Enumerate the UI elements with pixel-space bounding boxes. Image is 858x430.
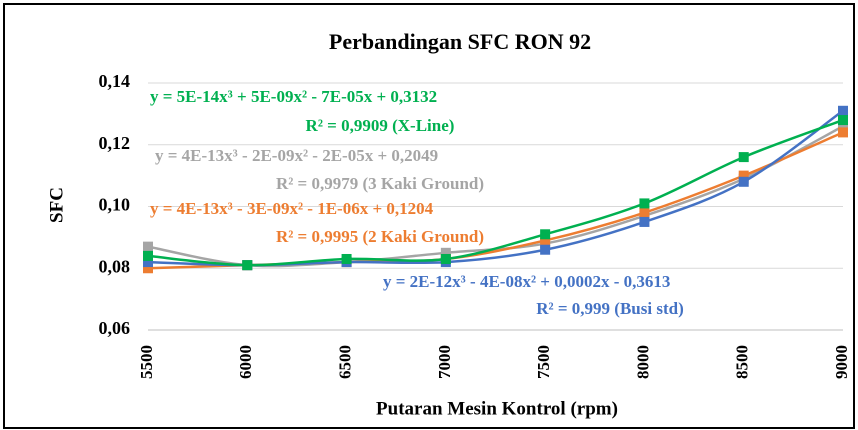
trendline-equation: R² = 0,9995 (2 Kaki Ground)	[276, 227, 484, 246]
marker	[540, 235, 551, 246]
x-tick-label: 8000	[633, 345, 652, 379]
x-tick-label: 6500	[335, 345, 354, 379]
trendline-equation: R² = 0,9979 (3 Kaki Ground)	[276, 174, 484, 193]
y-tick-label: 0,08	[99, 256, 131, 276]
x-tick-label: 7000	[435, 345, 454, 379]
marker	[639, 198, 650, 209]
marker	[639, 207, 650, 218]
marker	[639, 216, 650, 227]
y-tick-label: 0,14	[99, 71, 131, 91]
marker	[440, 247, 451, 258]
trendline-equation: y = 4E-13x³ - 3E-09x² - 1E-06x + 0,1204	[150, 199, 434, 218]
marker	[143, 263, 153, 274]
x-tick-label: 7500	[534, 345, 553, 379]
marker	[143, 241, 153, 252]
x-tick-label: 9000	[832, 345, 851, 379]
x-tick-label: 6000	[236, 345, 255, 379]
trendline-equation: y = 5E-14x³ + 5E-09x² - 7E-05x + 0,3132	[150, 87, 437, 106]
marker	[143, 257, 153, 268]
marker	[341, 253, 352, 264]
marker	[838, 115, 848, 126]
marker	[738, 152, 749, 163]
marker	[540, 229, 551, 240]
trendline-equation: R² = 0,999 (Busi std)	[536, 299, 684, 318]
marker	[540, 244, 551, 255]
trendline-equation: y = 4E-13x³ - 2E-09x² - 2E-05x + 0,2049	[155, 146, 438, 165]
chart-border	[3, 3, 855, 429]
x-tick-label: 8500	[733, 345, 752, 379]
marker	[242, 260, 253, 271]
x-tick-label: 5500	[137, 345, 156, 379]
trendline-equation: y = 2E-12x³ - 4E-08x² + 0,0002x - 0,3613	[383, 272, 670, 291]
marker	[440, 253, 451, 264]
marker	[838, 127, 848, 138]
x-axis-title: Putaran Mesin Kontrol (rpm)	[376, 398, 618, 419]
marker	[838, 105, 848, 116]
y-tick-label: 0,12	[99, 133, 131, 153]
chart-title: Perbandingan SFC RON 92	[329, 29, 591, 54]
trendline-equation: R² = 0,9909 (X-Line)	[306, 116, 455, 135]
y-tick-label: 0,06	[99, 318, 131, 338]
marker	[143, 250, 153, 261]
y-tick-label: 0,10	[99, 195, 131, 215]
series-line	[147, 118, 844, 267]
marker	[738, 170, 749, 181]
marker	[838, 121, 848, 132]
marker	[738, 176, 749, 187]
y-axis-title: SFC	[46, 187, 67, 223]
